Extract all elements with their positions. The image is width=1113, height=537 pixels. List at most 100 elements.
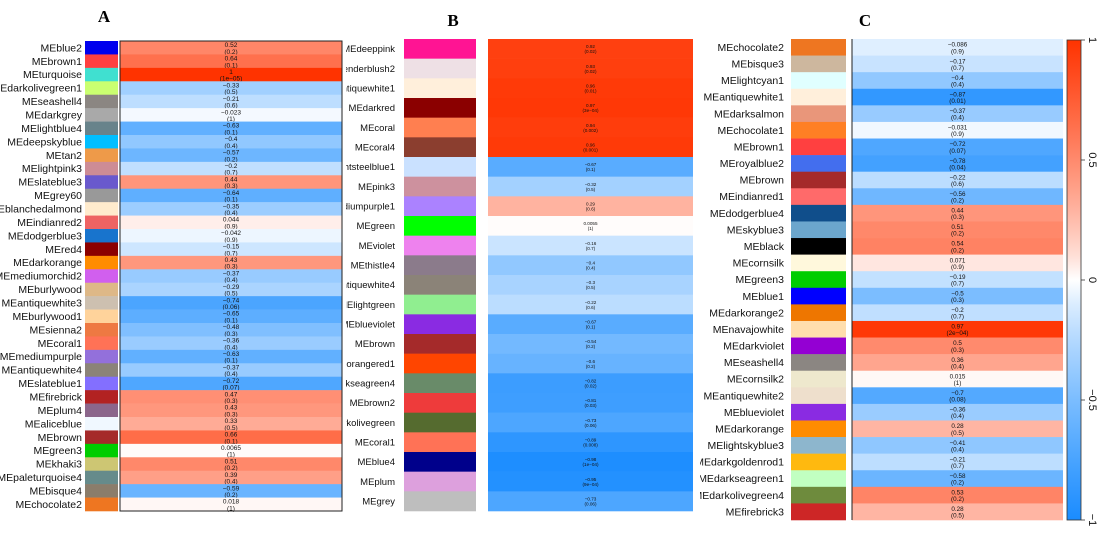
correlation-value: −0.33 [223,82,240,89]
correlation-value: −0.15 [223,244,240,251]
heatmap-cell [488,98,693,118]
module-label: MEdarkolivegreen [318,418,395,429]
module-color-swatch [85,242,118,257]
module-label: MEchocolate2 [717,42,784,54]
correlation-value: −0.7 [951,390,964,397]
correlation-value: −0.73 [585,497,597,502]
module-label: MEburlywood [18,284,82,296]
p-value: (0.9) [951,48,964,55]
module-label: MEindianred1 [719,191,784,203]
module-label: MEblueviolet [341,319,396,330]
p-value: (0.4) [224,479,237,486]
correlation-value: −0.2 [951,307,964,314]
p-value: (0.01) [584,89,596,94]
panel-b: B MEdeeppink MElavenderblush2 MEantiquewhit… [317,11,693,512]
correlation-value: −0.6 [586,359,596,364]
module-color-swatch [85,497,118,512]
heatmap-cell [852,204,1063,222]
p-value: (0.2) [224,492,237,499]
module-color-swatch [791,105,846,123]
module-color-swatch [404,78,476,99]
module-label: MEblue2 [41,42,83,54]
p-value: (0.5) [586,285,596,290]
heatmap-cell [488,255,693,276]
correlation-value: 0.5 [953,340,962,347]
p-value: (0.04) [949,164,965,171]
heatmap-cell [852,105,1063,123]
panel-letter: C [859,11,871,30]
p-value: (0.1) [224,438,237,445]
module-color-swatch [791,287,846,305]
module-label: MEchocolate1 [717,125,784,137]
heatmap-cell [120,41,342,55]
module-color-swatch [404,353,476,374]
heatmap-cell [488,353,693,374]
module-label: MEdarkgoldenrod1 [695,457,784,469]
module-color-swatch [85,363,118,378]
heatmap-cell [488,334,693,354]
module-color-swatch [85,349,118,364]
module-label: MEantiquewhite3 [1,298,82,310]
module-label: MEmediumorchid2 [0,271,82,283]
p-value: (0.06) [584,502,596,507]
correlation-value: 0.94 [586,123,595,128]
correlation-value: 0.43 [225,405,238,412]
correlation-value: −0.22 [585,300,597,305]
module-label: MEdeepskyblue [7,136,82,148]
module-color-swatch [791,39,846,56]
module-color-swatch [85,229,118,243]
heatmap-cell [120,269,342,284]
module-label: MElightpink3 [22,163,82,175]
correlation-value: −0.29 [223,284,240,291]
module-color-swatch [85,255,118,270]
p-value: (0.02) [584,384,596,389]
module-color-swatch [791,171,846,189]
panel-letter: A [98,7,111,26]
module-color-swatch [404,157,476,177]
p-value: (0.2) [951,231,964,238]
heatmap-cell [488,393,693,413]
correlation-value: 0.96 [586,84,595,89]
module-label: MEdarkolivegreen4 [694,490,785,502]
heatmap-cell [488,216,693,236]
heatmap-cell [488,471,693,492]
p-value: (0.7) [951,65,964,72]
p-value: (1e−05) [220,76,243,83]
module-label: MEgreen [356,221,395,232]
module-label: MEbrown [38,432,83,444]
module-label: MEdarkseagreen4 [317,378,395,389]
heatmap-cell [488,117,693,138]
p-value: (0.2) [951,496,964,503]
correlation-value: 0.33 [225,418,238,425]
p-value: (0.3) [951,214,964,221]
module-color-swatch [85,175,118,190]
p-value: (0.7) [951,280,964,287]
module-color-swatch [791,304,846,322]
p-value: (0.4) [951,115,964,122]
p-value: (0.1) [224,62,237,69]
heatmap-cell [120,229,342,243]
correlation-value: −0.82 [585,379,597,384]
p-value: (0.3) [951,347,964,354]
correlation-value: 0.0055 [583,221,597,226]
correlation-value: −0.98 [585,457,597,462]
correlation-value: 0.54 [951,241,964,248]
p-value: (0.5) [224,425,237,432]
p-value: (0.5) [951,513,964,520]
heatmap-cell [120,121,342,136]
module-color-swatch [791,387,846,405]
module-color-swatch [85,336,118,351]
heatmap-cell [852,503,1063,521]
module-label: MEdarkorange2 [709,307,784,319]
p-value: (0.001) [583,148,598,153]
correlation-value: −0.95 [585,477,597,482]
module-color-swatch [85,67,118,82]
module-label: MEorangered1 [332,359,395,370]
module-color-swatch [85,94,118,109]
module-color-swatch [85,215,118,230]
heatmap-cell [120,282,342,297]
correlation-value: 0.43 [225,257,238,264]
correlation-value: −0.023 [221,109,241,116]
heatmap-cell [120,81,342,96]
